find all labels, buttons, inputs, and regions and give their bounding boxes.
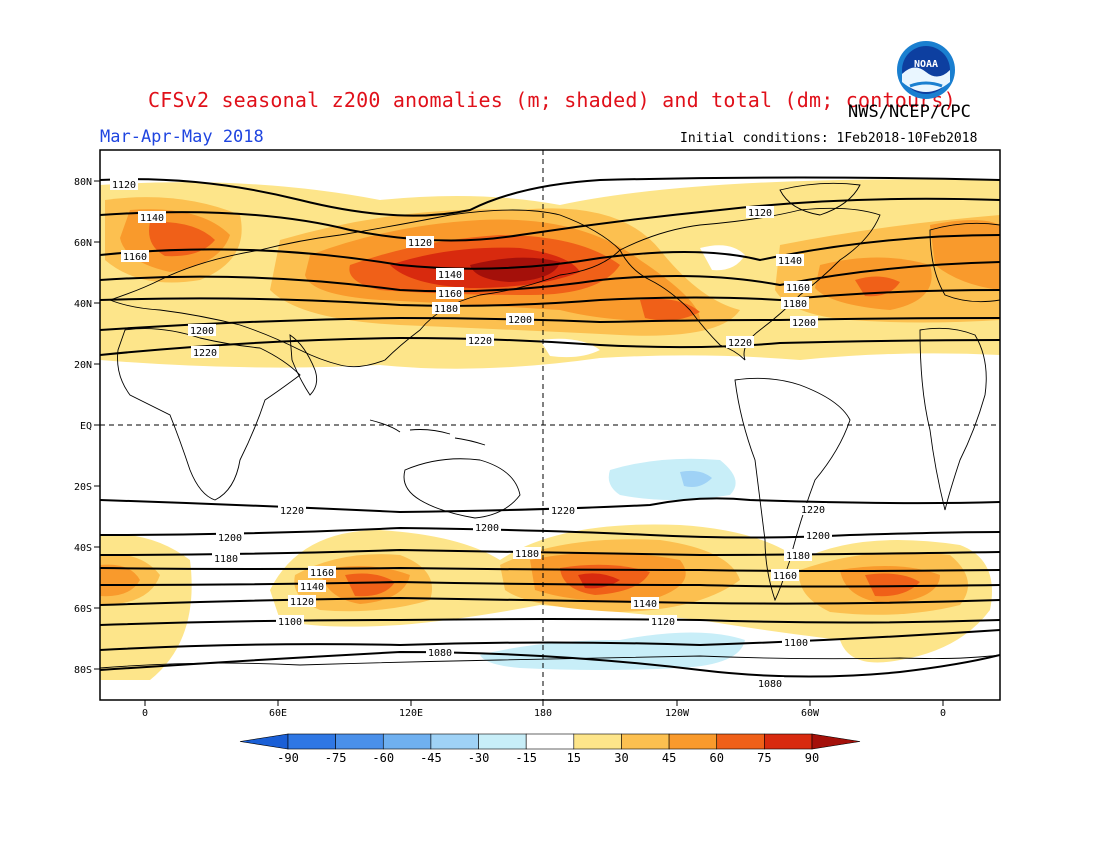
colorbar: -90 -75 -60 -45 -30 -15 15 30 45 60 75 90 xyxy=(239,733,861,765)
colorbar-label: 30 xyxy=(614,751,628,765)
lon-label: 120E xyxy=(399,708,423,719)
colorbar-segment xyxy=(478,733,527,750)
contour-label: 1200 xyxy=(190,326,214,337)
season-label: Mar-Apr-May 2018 xyxy=(100,127,264,147)
colorbar-label: -45 xyxy=(420,751,442,765)
contour-labels: 1120 1140 1160 1200 1220 1120 1140 1160 … xyxy=(110,178,832,690)
colorbar-segment xyxy=(764,733,813,750)
colorbar-arrow-low xyxy=(239,733,289,750)
contour-label: 1100 xyxy=(278,617,302,628)
contour-label: 1220 xyxy=(280,506,304,517)
lon-label: 180 xyxy=(534,708,552,719)
colorbar-label: -15 xyxy=(515,751,537,765)
colorbar-segment xyxy=(430,733,479,750)
lat-label: 40S xyxy=(74,543,92,554)
contour-label: 1140 xyxy=(633,599,657,610)
contour-lines xyxy=(100,176,1000,678)
contour-label: 1180 xyxy=(515,549,539,560)
contour-label: 1140 xyxy=(300,582,324,593)
lat-label: 60N xyxy=(74,238,92,249)
longitude-ticks xyxy=(144,700,944,706)
agency-label: NWS/NCEP/CPC xyxy=(848,102,971,122)
colorbar-label: 60 xyxy=(710,751,724,765)
lat-label: 20S xyxy=(74,482,92,493)
latitude-labels: 80N 60N 40N 20N EQ 20S 40S 60S 80S xyxy=(74,177,92,676)
colorbar-arrow-high xyxy=(811,733,861,750)
colorbar-segment xyxy=(335,733,384,750)
colorbar-segment xyxy=(287,733,336,750)
contour-label: 1140 xyxy=(140,213,164,224)
contour-label: 1180 xyxy=(434,304,458,315)
lat-label: 80N xyxy=(74,177,92,188)
contour-label: 1200 xyxy=(806,531,830,542)
contour-label: 1160 xyxy=(773,571,797,582)
contour-label: 1120 xyxy=(290,597,314,608)
logo-text: NOAA xyxy=(914,59,938,70)
lat-label: 60S xyxy=(74,604,92,615)
anomaly-shading xyxy=(100,179,1000,680)
colorbar-label: -60 xyxy=(372,751,394,765)
contour-label: 1160 xyxy=(310,568,334,579)
lon-label: 120W xyxy=(665,708,690,719)
latitude-ticks xyxy=(94,180,100,670)
contour-label: 1200 xyxy=(218,533,242,544)
lon-label: 0 xyxy=(142,708,148,719)
noaa-logo-icon: NOAA xyxy=(897,41,955,99)
lon-label: 60W xyxy=(801,708,820,719)
contour-label: 1220 xyxy=(728,338,752,349)
contour-label: 1200 xyxy=(792,318,816,329)
colorbar-label: 15 xyxy=(567,751,581,765)
contour-label: 1100 xyxy=(784,638,808,649)
contour-label: 1180 xyxy=(783,299,807,310)
colorbar-segment xyxy=(716,733,765,750)
colorbar-segment xyxy=(621,733,670,750)
contour-label: 1160 xyxy=(438,289,462,300)
initial-conditions-label: Initial conditions: 1Feb2018-10Feb2018 xyxy=(680,131,978,146)
colorbar-segment xyxy=(382,733,432,750)
contour-label: 1160 xyxy=(123,252,147,263)
contour-label: 1120 xyxy=(408,238,432,249)
contour-label: 1160 xyxy=(786,283,810,294)
lon-label: 60E xyxy=(269,708,287,719)
colorbar-segment xyxy=(573,733,622,750)
longitude-labels: 0 60E 120E 180 120W 60W 0 xyxy=(142,708,946,719)
contour-label: 1140 xyxy=(778,256,802,267)
contour-label: 1220 xyxy=(551,506,575,517)
contour-label: 1180 xyxy=(214,554,238,565)
contour-label: 1120 xyxy=(748,208,772,219)
contour-label: 1080 xyxy=(758,679,782,690)
contour-label: 1200 xyxy=(475,523,499,534)
contour-label: 1220 xyxy=(468,336,492,347)
lat-label: EQ xyxy=(80,421,92,432)
lat-label: 20N xyxy=(74,360,92,371)
colorbar-segment xyxy=(525,733,575,750)
contour-label: 1080 xyxy=(428,648,452,659)
colorbar-label: 75 xyxy=(757,751,771,765)
colorbar-label: -75 xyxy=(325,751,347,765)
contour-label: 1180 xyxy=(786,551,810,562)
contour-label: 1200 xyxy=(508,315,532,326)
lat-label: 40N xyxy=(74,299,92,310)
colorbar-label: 90 xyxy=(805,751,819,765)
lon-label: 0 xyxy=(940,708,946,719)
contour-label: 1120 xyxy=(112,180,136,191)
chart-title: CFSv2 seasonal z200 anomalies (m; shaded… xyxy=(148,88,956,112)
colorbar-label: -90 xyxy=(277,751,299,765)
contour-label: 1120 xyxy=(651,617,675,628)
colorbar-label: -30 xyxy=(468,751,490,765)
contour-label: 1140 xyxy=(438,270,462,281)
colorbar-label: 45 xyxy=(662,751,676,765)
colorbar-segment xyxy=(668,733,718,750)
contour-label: 1220 xyxy=(193,348,217,359)
contour-label: 1220 xyxy=(801,505,825,516)
lat-label: 80S xyxy=(74,665,92,676)
